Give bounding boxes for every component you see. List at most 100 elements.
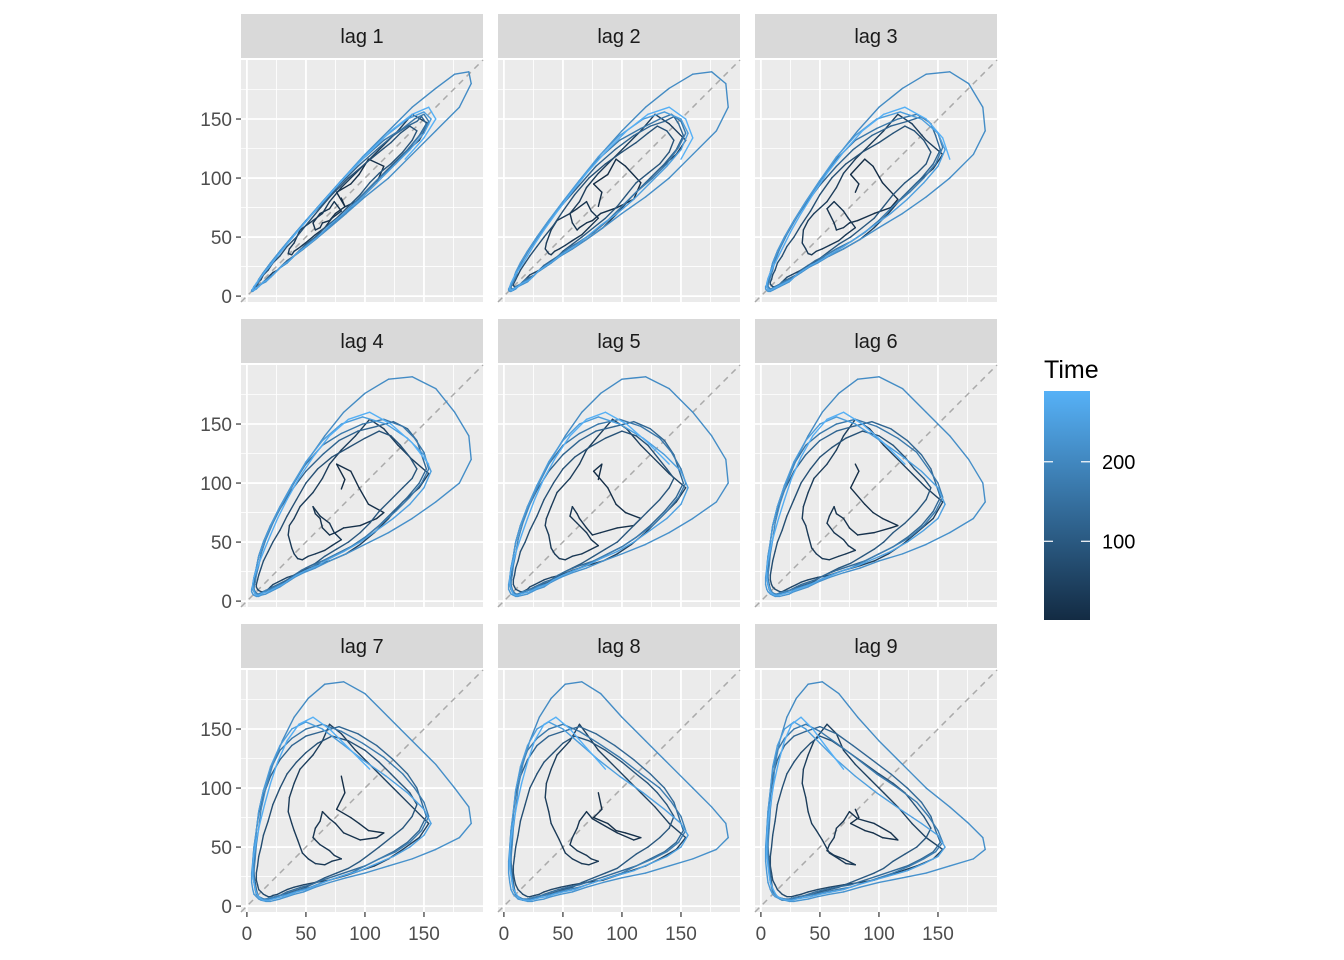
series-segment <box>427 106 437 120</box>
panel-grid <box>498 60 740 302</box>
series-segment <box>835 172 845 189</box>
series-segment <box>786 276 793 281</box>
series-segment <box>805 723 821 733</box>
series-segment <box>328 172 350 196</box>
series-segment <box>913 803 925 818</box>
series-segment <box>258 846 262 858</box>
series-segment <box>291 547 295 555</box>
series-segment <box>409 456 418 470</box>
series-segment <box>522 278 529 283</box>
series-segment <box>800 581 809 586</box>
series-segment <box>592 173 609 185</box>
series-segment <box>826 208 831 215</box>
series-segment <box>364 865 390 874</box>
series-segment <box>809 893 821 898</box>
series-segment <box>666 149 682 167</box>
series-segment <box>291 728 307 740</box>
series-segment <box>649 851 666 860</box>
series-segment <box>615 503 627 514</box>
series-segment <box>916 163 927 175</box>
series-segment <box>533 893 541 897</box>
series-segment <box>512 872 516 881</box>
series-segment <box>571 234 583 242</box>
series-segment <box>595 733 616 747</box>
series-segment <box>411 106 430 116</box>
series-segment <box>314 555 326 565</box>
series-segment <box>286 229 300 245</box>
series-segment <box>511 827 515 846</box>
series-segment <box>409 829 423 844</box>
x-tick-label: 150 <box>408 924 440 945</box>
series-segment <box>378 510 397 527</box>
series-segment <box>569 200 581 215</box>
series-segment <box>548 444 564 465</box>
series-segment <box>260 274 265 281</box>
series-segment <box>857 376 880 380</box>
series-segment <box>621 543 647 555</box>
series-segment <box>873 205 885 219</box>
series-segment <box>513 879 517 886</box>
series-segment <box>585 226 604 241</box>
series-segment <box>692 130 718 156</box>
series-segment <box>859 560 875 567</box>
series-segment <box>511 564 515 576</box>
series-segment <box>937 482 944 498</box>
series-segment <box>286 574 295 581</box>
series-segment <box>659 487 670 501</box>
series-segment <box>770 886 774 893</box>
series-segment <box>937 132 946 151</box>
series-segment <box>293 553 299 560</box>
series-segment <box>769 524 774 543</box>
series-segment <box>364 692 390 718</box>
series-segment <box>649 163 666 179</box>
series-segment <box>828 248 845 257</box>
series-segment <box>649 165 668 184</box>
series-segment <box>793 439 807 463</box>
series-segment <box>368 130 392 153</box>
series-segment <box>828 836 835 846</box>
series-segment <box>937 503 946 520</box>
series-segment <box>262 524 272 543</box>
series-segment <box>581 392 602 413</box>
series-segment <box>262 590 269 594</box>
series-segment <box>350 816 360 825</box>
series-segment <box>861 761 880 775</box>
series-segment <box>904 846 918 855</box>
series-segment <box>305 742 319 754</box>
series-segment <box>550 891 559 895</box>
series-segment <box>920 801 932 818</box>
facet-panel-lag-5: lag 5 <box>497 319 741 608</box>
series-segment <box>828 243 840 252</box>
series-segment <box>347 531 361 543</box>
series-segment <box>795 269 805 276</box>
series-segment <box>920 851 934 860</box>
y-tick-label: 100 <box>200 474 232 495</box>
series-segment <box>520 255 529 267</box>
series-segment <box>842 236 859 248</box>
series-segment <box>566 564 581 572</box>
series-segment <box>614 134 635 151</box>
series-segment <box>592 548 607 557</box>
series-segment <box>861 217 875 229</box>
series-segment <box>538 264 548 271</box>
series-segment <box>807 581 819 588</box>
series-segment <box>357 149 378 167</box>
series-segment <box>774 803 779 822</box>
x-tick-label: 50 <box>295 924 316 945</box>
series-segment <box>769 888 774 895</box>
series-segment <box>949 806 970 825</box>
series-segment <box>411 740 437 766</box>
series-segment <box>802 264 812 271</box>
series-segment <box>810 547 818 555</box>
series-segment <box>927 815 939 832</box>
series-segment <box>864 874 880 881</box>
series-segment <box>392 846 411 858</box>
series-segment <box>666 503 682 520</box>
series-segment <box>376 855 394 865</box>
series-segment <box>253 569 258 579</box>
series-segment <box>390 773 402 785</box>
series-segment <box>394 496 411 513</box>
series-segment <box>571 827 578 839</box>
series-segment <box>592 872 607 879</box>
series-segment <box>411 87 437 108</box>
